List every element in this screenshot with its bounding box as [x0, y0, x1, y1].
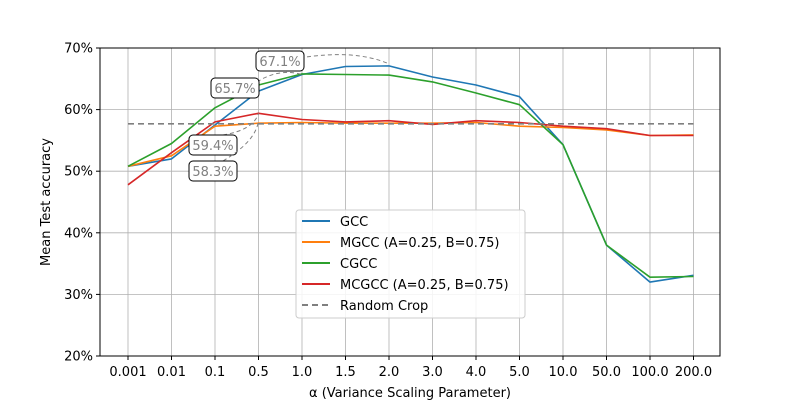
y-axis-ticks: 20% 30% 40% 50% 60% 70% — [64, 42, 100, 365]
x-tick-label: 100.0 — [631, 365, 668, 380]
annotation-box — [188, 160, 238, 182]
y-axis-label: Mean Test accuracy — [39, 138, 54, 266]
x-tick-label: 1.0 — [292, 365, 313, 380]
legend-entry-3: MCGCC (A=0.25, B=0.75) — [302, 278, 509, 293]
legend-label: CGCC — [340, 257, 377, 272]
legend: GCC MGCC (A=0.25, B=0.75) CGCC MCGCC (A=0.2… — [295, 209, 526, 319]
legend-label: Random Crop — [340, 299, 428, 314]
legend-entry-2: CGCC — [302, 257, 377, 272]
x-tick-label: 2.0 — [379, 365, 400, 380]
x-tick-label: 4.0 — [466, 365, 487, 380]
legend-entry-0: GCC — [302, 215, 368, 230]
x-tick-label: 200.0 — [675, 365, 712, 380]
legend-box — [295, 209, 526, 319]
legend-entry-1: MGCC (A=0.25, B=0.75) — [302, 236, 499, 251]
annotation-label: 67.1% — [259, 55, 300, 70]
x-tick-label: 10.0 — [549, 365, 578, 380]
x-tick-label: 0.5 — [248, 365, 269, 380]
y-tick-label: 70% — [64, 42, 93, 57]
annotation-3: 58.3% — [188, 120, 259, 182]
series-line-3 — [127, 112, 694, 186]
x-tick-label: 5.0 — [509, 365, 530, 380]
x-axis-ticks: 0.001 0.01 0.1 0.5 1.0 1.5 2.0 3.0 4.0 5.0 10.0 50.… — [109, 356, 712, 380]
annotation-layer: 67.1% 65.7% 59.4% 58.3% — [188, 50, 390, 182]
y-tick-label: 30% — [64, 288, 93, 303]
annotation-label: 65.7% — [214, 82, 255, 97]
annotation-label: 58.3% — [192, 165, 233, 180]
annotation-2: 59.4% — [188, 113, 259, 156]
legend-label: MGCC (A=0.25, B=0.75) — [340, 236, 499, 251]
y-tick-label: 20% — [64, 350, 93, 365]
x-tick-label: 0.001 — [109, 365, 146, 380]
y-tick-label: 50% — [64, 165, 93, 180]
annotation-box — [255, 50, 305, 72]
x-tick-label: 1.5 — [335, 365, 356, 380]
x-tick-label: 3.0 — [422, 365, 443, 380]
x-tick-label: 50.0 — [592, 365, 621, 380]
x-tick-label: 0.01 — [157, 365, 186, 380]
legend-entry-4: Random Crop — [302, 299, 428, 314]
annotation-0: 67.1% — [255, 50, 390, 72]
legend-label: MCGCC (A=0.25, B=0.75) — [340, 278, 509, 293]
x-axis-label: α (Variance Scaling Parameter) — [309, 386, 511, 400]
y-tick-label: 40% — [64, 226, 93, 241]
x-tick-label: 0.1 — [205, 365, 226, 380]
y-tick-label: 60% — [64, 103, 93, 118]
legend-label: GCC — [340, 215, 368, 230]
annotation-arrow — [299, 54, 390, 65]
annotation-box — [188, 134, 238, 156]
series-layer — [127, 65, 694, 283]
annotation-box — [210, 77, 260, 99]
annotation-arrow — [256, 72, 303, 83]
annotation-1: 65.7% — [210, 72, 303, 99]
plot-frame — [99, 47, 721, 357]
annotation-label: 59.4% — [192, 139, 233, 154]
annotation-arrow — [222, 120, 259, 162]
series-line-2 — [127, 73, 694, 279]
